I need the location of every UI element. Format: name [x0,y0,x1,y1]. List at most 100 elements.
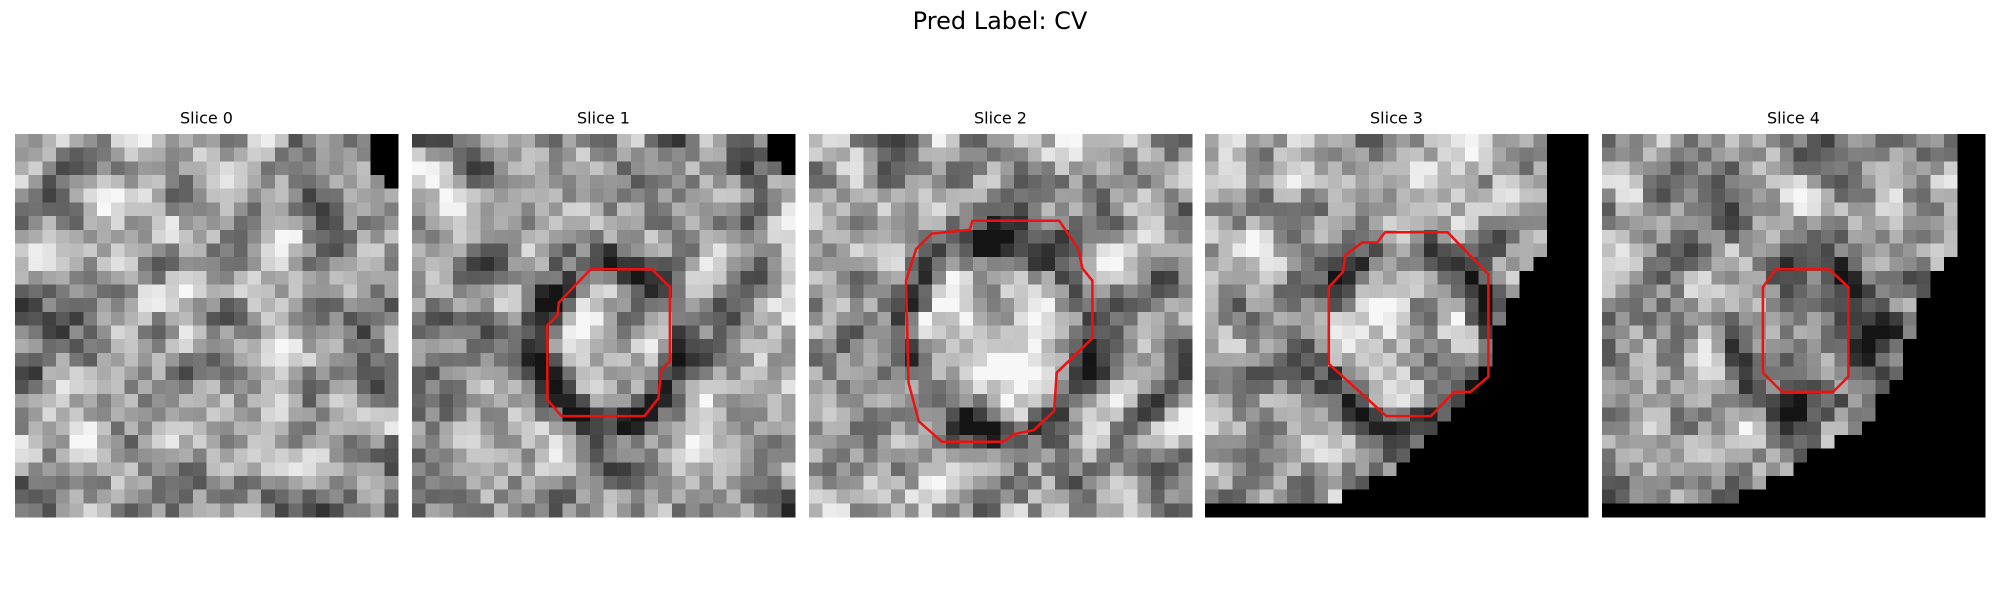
image-pixel [1684,284,1699,299]
image-pixel [1697,407,1713,422]
image-pixel [1519,339,1534,354]
image-pixel [1505,298,1521,313]
image-pixel [1834,175,1849,190]
image-pixel [1150,188,1166,203]
image-pixel [507,161,523,176]
image-pixel [1602,339,1617,354]
image-pixel [1971,216,1986,231]
image-pixel [192,339,208,354]
image-pixel [1670,243,1685,258]
image-pixel [1014,325,1029,340]
image-pixel [1205,298,1220,313]
image-pixel [343,147,358,162]
image-pixel [42,325,57,340]
image-pixel [1916,448,1931,463]
image-pixel [1807,298,1822,313]
image-pixel [822,325,837,340]
image-pixel [617,462,632,477]
image-pixel [973,270,988,286]
image-pixel [1382,339,1398,354]
image-pixel [206,188,221,203]
image-pixel [699,448,714,463]
image-pixel [1410,352,1425,368]
image-pixel [1410,175,1425,190]
image-pixel [1259,366,1274,381]
image-pixel [192,448,208,463]
image-pixel [42,462,57,477]
image-pixel [1560,339,1575,354]
image-pixel [781,339,796,354]
image-pixel [206,229,221,245]
image-pixel [1519,421,1534,436]
image-pixel [1205,325,1220,340]
image-pixel [1820,407,1836,422]
image-pixel [1355,147,1370,162]
image-pixel [370,134,385,149]
image-pixel [809,462,824,477]
image-pixel [822,202,837,217]
image-pixel [973,161,988,176]
image-pixel [302,298,317,313]
image-pixel [15,216,30,231]
image-pixel [412,393,427,409]
image-pixel [356,503,372,518]
image-pixel [1861,188,1877,203]
image-pixel [617,503,632,518]
image-pixel [1546,175,1562,190]
image-pixel [1492,380,1507,395]
image-pixel [1246,448,1261,463]
image-pixel [1287,366,1302,381]
image-pixel [1150,229,1166,245]
image-pixel [261,229,276,245]
image-pixel [1902,202,1918,217]
image-pixel [315,393,331,409]
image-pixel [699,257,714,272]
image-pixel [1725,339,1740,354]
image-pixel [220,161,235,176]
image-pixel [1000,229,1015,245]
image-pixel [1246,325,1261,340]
image-pixel [288,216,303,231]
image-pixel [1150,352,1166,368]
image-pixel [576,407,591,422]
image-pixel [288,462,303,477]
image-pixel [1875,311,1890,327]
image-pixel [507,475,523,491]
image-pixel [69,257,84,272]
image-pixel [630,462,646,477]
image-pixel [1602,352,1617,368]
image-pixel [1273,243,1288,258]
image-pixel [1109,298,1125,313]
image-pixel [439,298,454,313]
image-pixel [15,298,30,313]
image-pixel [302,393,317,409]
image-pixel [192,462,208,477]
image-pixel [1684,380,1699,395]
image-pixel [589,257,605,272]
image-pixel [945,503,961,518]
image-pixel [370,407,385,422]
image-pixel [1164,270,1179,286]
image-pixel [110,489,126,504]
image-pixel [1341,161,1357,176]
image-pixel [932,339,947,354]
image-pixel [1546,325,1562,340]
image-pixel [1027,257,1043,272]
image-pixel [986,475,1002,491]
image-pixel [809,134,824,149]
image-pixel [56,284,71,299]
image-pixel [233,134,249,149]
image-pixel [1861,161,1877,176]
image-pixel [480,243,495,258]
image-pixel [1602,175,1617,190]
image-pixel [179,311,194,327]
image-pixel [617,448,632,463]
image-pixel [740,229,755,245]
image-pixel [589,462,605,477]
image-pixel [1396,270,1411,286]
image-pixel [1000,352,1015,368]
image-pixel [1451,352,1466,368]
image-pixel [986,229,1002,245]
image-pixel [1464,188,1480,203]
image-pixel [1807,311,1822,327]
